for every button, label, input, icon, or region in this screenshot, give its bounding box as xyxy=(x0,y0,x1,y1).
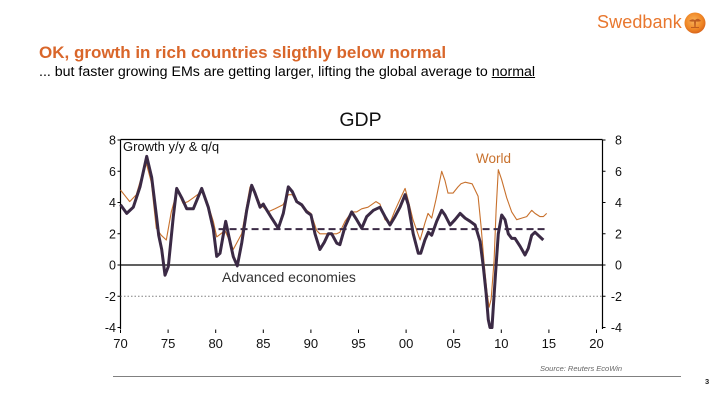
slide-subtitle: ... but faster growing EMs are getting l… xyxy=(39,65,535,79)
unit-label: Growth y/y & q/q xyxy=(123,139,219,154)
series-label-world: World xyxy=(476,151,511,166)
series-line-advanced-economies xyxy=(119,154,545,329)
series-label-advanced-economies: Advanced economies xyxy=(222,269,356,285)
y-tick-label-left: 8 xyxy=(109,134,116,148)
subtitle-emphasis: normal xyxy=(491,64,536,80)
x-tick-label: 05 xyxy=(446,336,460,351)
y-tick-label-left: 2 xyxy=(109,227,116,241)
x-tick-label: 85 xyxy=(256,336,270,351)
x-tick-label: 15 xyxy=(542,336,556,351)
y-tick-label-right: 2 xyxy=(615,227,622,241)
y-tick-label-right: 8 xyxy=(615,134,622,148)
swedbank-oak-logo-icon xyxy=(684,12,706,34)
y-tick-label-right: -2 xyxy=(611,290,622,304)
y-tick-label-left: -4 xyxy=(105,321,116,335)
subtitle-text: ... but faster growing EMs are getting l… xyxy=(39,64,492,80)
footer-divider xyxy=(113,376,681,377)
slide-headline: OK, growth in rich countries sligthly be… xyxy=(39,43,447,62)
x-tick-label: 80 xyxy=(208,336,222,351)
y-tick-label-right: 6 xyxy=(615,165,622,179)
x-tick-label: 95 xyxy=(351,336,365,351)
x-tick-label: 00 xyxy=(399,336,413,351)
y-tick-label-left: -2 xyxy=(105,290,116,304)
chart-plot-area: 8 86 64 42 20 0-2 -2-4 -470 75 80 85 90 95 00 05 10 15 20… xyxy=(105,134,622,352)
x-tick-label: 90 xyxy=(304,336,318,351)
page-number: 3 xyxy=(705,377,710,386)
brand-wordmark: Swedbank xyxy=(597,12,682,32)
x-tick-label: 20 xyxy=(589,336,603,351)
y-tick-label-right: -4 xyxy=(611,321,622,335)
chart-title: GDP xyxy=(339,109,381,131)
x-tick-label: 75 xyxy=(161,336,175,351)
y-tick-label-left: 4 xyxy=(109,196,116,210)
y-tick-label-right: 4 xyxy=(615,196,622,210)
y-tick-label-left: 6 xyxy=(109,165,116,179)
chart-source-note: Source: Reuters EcoWin xyxy=(540,364,623,373)
x-tick-label: 70 xyxy=(113,336,127,351)
x-tick-label: 10 xyxy=(494,336,508,351)
y-tick-label-right: 0 xyxy=(615,259,622,273)
y-tick-label-left: 0 xyxy=(109,259,116,273)
